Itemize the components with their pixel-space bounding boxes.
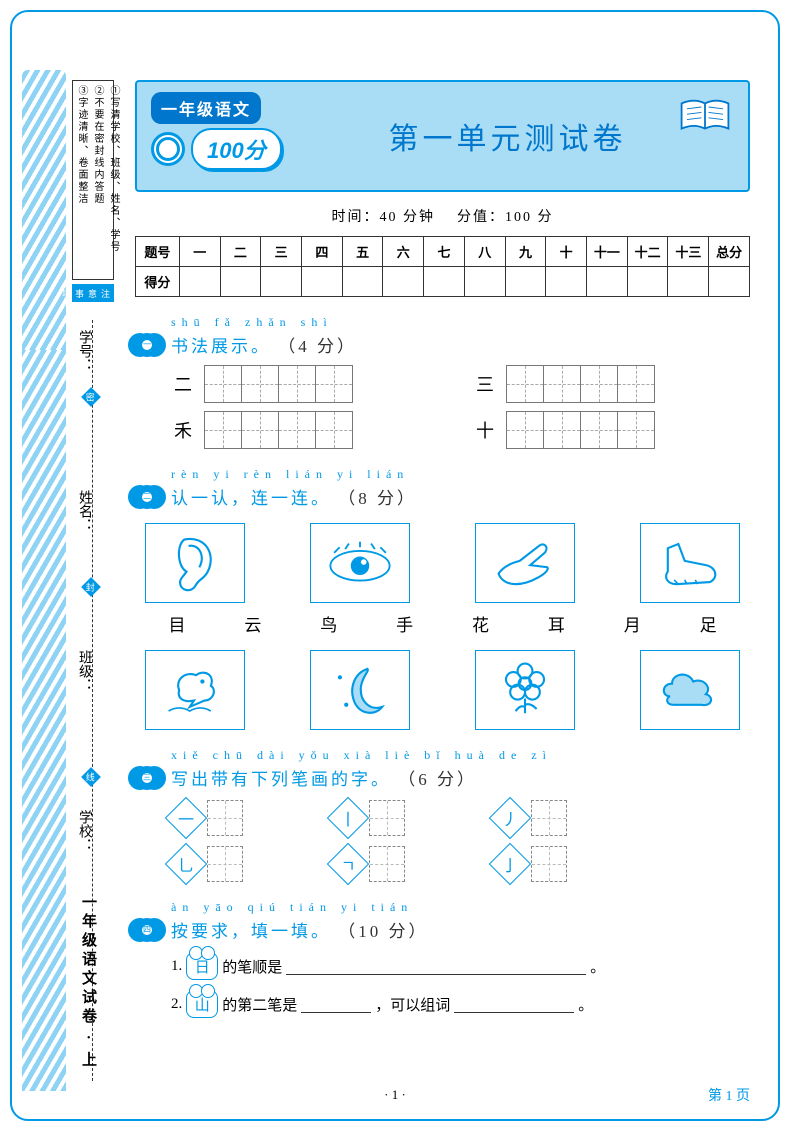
stroke-diamond: 一: [165, 797, 207, 839]
field-school: 学校：: [74, 810, 94, 852]
field-name: 姓名：: [74, 490, 94, 532]
notice-line: ③字迹清晰、卷面整洁: [73, 81, 89, 279]
answer-box[interactable]: [369, 846, 405, 882]
char-bubble: 山: [186, 990, 218, 1018]
picture-card-bird: [145, 650, 245, 730]
footer-center: · 1 ·: [0, 1087, 790, 1103]
question-line: 2. 山 的第二笔是 ，可以组词 。: [171, 990, 750, 1018]
score-bubble: 100分: [191, 128, 282, 170]
lead-char: 三: [473, 371, 497, 397]
notice-box: ③字迹清晰、卷面整洁 ②不要在密封线内答题 ①写清学校、班级、姓名、学号: [72, 80, 114, 280]
picture-card-flower: [475, 650, 575, 730]
section-marker: 二: [135, 485, 159, 509]
section-1: 一 shū fǎ zhǎn shì 书法展示。 （4 分） 二 三 禾 十: [135, 315, 750, 449]
question-line: 1. 日 的笔顺是 。: [171, 952, 750, 980]
book-icon: [678, 96, 732, 136]
notice-line: ②不要在密封线内答题: [89, 81, 105, 279]
stroke-diamond: 乚: [165, 843, 207, 885]
picture-card-moon: [310, 650, 410, 730]
section-title: 认一认，连一连。: [171, 489, 331, 508]
writing-box[interactable]: [204, 365, 242, 403]
answer-blank[interactable]: [286, 957, 586, 975]
section-points: （6 分）: [398, 770, 477, 789]
hatch-pattern: [22, 350, 66, 1091]
section-points: （4 分）: [278, 337, 357, 356]
section-title: 书法展示。: [171, 337, 271, 356]
footer-right: 第 1 页: [708, 1085, 750, 1105]
section-4: 四 àn yāo qiú tián yi tián 按要求，填一填。 （10 分…: [135, 900, 750, 1018]
picture-card-ear: [145, 523, 245, 603]
sidebar: ③字迹清晰、卷面整洁 ②不要在密封线内答题 ①写清学校、班级、姓名、学号 注意事…: [22, 70, 118, 1091]
field-student-id: 学号：: [74, 330, 94, 372]
section-title: 按要求，填一填。: [171, 922, 331, 941]
full-score-label: 分值：100 分: [457, 210, 554, 225]
section-marker: 一: [135, 333, 159, 357]
time-label: 时间：40 分钟: [332, 210, 436, 225]
stroke-diamond: ㄱ: [327, 843, 369, 885]
seal-mark: 线: [81, 767, 101, 787]
meta-line: 时间：40 分钟 分值：100 分: [135, 206, 750, 226]
grade-badge: 一年级语文 100分: [151, 92, 282, 170]
book-title: 一年级语文试卷 · 上: [78, 894, 99, 1071]
lead-char: 二: [171, 371, 195, 397]
picture-card-hand: [475, 523, 575, 603]
pinyin: àn yāo qiú tián yi tián: [171, 900, 429, 915]
section-marker: 四: [135, 918, 159, 942]
answer-box[interactable]: [207, 800, 243, 836]
section-points: （8 分）: [338, 489, 417, 508]
pinyin: shū fǎ zhǎn shì: [171, 315, 357, 330]
hatch-pattern: [22, 70, 66, 350]
section-2: 二 rèn yi rèn lián yi lián 认一认，连一连。 （8 分）…: [135, 467, 750, 730]
header-banner: 一年级语文 100分 第一单元测试卷: [135, 80, 750, 192]
notice-line: ①写清学校、班级、姓名、学号: [105, 81, 121, 279]
table-row: 得分: [136, 267, 750, 297]
section-title: 写出带有下列笔画的字。: [171, 770, 391, 789]
target-icon: [151, 132, 185, 166]
notice-label: 注意事项: [72, 284, 114, 302]
stroke-diamond: 亅: [489, 843, 531, 885]
picture-card-foot: [640, 523, 740, 603]
table-row: 题号 一 二 三 四 五 六 七 八 九 十 十一 十二 十三 总分: [136, 237, 750, 267]
answer-box[interactable]: [207, 846, 243, 882]
stroke-diamond: 丿: [489, 797, 531, 839]
row-head: 得分: [136, 267, 180, 297]
answer-blank[interactable]: [454, 995, 574, 1013]
pinyin: xiě chū dài yǒu xià liè bǐ huà de zì: [171, 748, 552, 763]
lead-char: 禾: [171, 417, 195, 443]
section-3: 三 xiě chū dài yǒu xià liè bǐ huà de zì 写…: [135, 748, 750, 882]
field-class: 班级：: [74, 650, 94, 692]
answer-box[interactable]: [369, 800, 405, 836]
stroke-diamond: 丨: [327, 797, 369, 839]
picture-card-cloud: [640, 650, 740, 730]
pinyin: rèn yi rèn lián yi lián: [171, 467, 417, 482]
lead-char: 十: [473, 417, 497, 443]
row-head: 题号: [136, 237, 180, 267]
char-bubble: 日: [186, 952, 218, 980]
answer-blank[interactable]: [301, 995, 371, 1013]
seal-mark: 密: [81, 387, 101, 407]
main-content: 一年级语文 100分 第一单元测试卷 时间：40 分钟 分值：100 分 题号 …: [135, 80, 750, 1022]
page-title: 第一单元测试卷: [267, 114, 748, 158]
picture-card-eye: [310, 523, 410, 603]
char-row: 目 云 鸟 手 花 耳 月 足: [139, 611, 746, 636]
seal-mark: 封: [81, 577, 101, 597]
section-marker: 三: [135, 766, 159, 790]
grade-label: 一年级语文: [151, 92, 261, 124]
answer-box[interactable]: [531, 846, 567, 882]
section-points: （10 分）: [338, 922, 428, 941]
score-table: 题号 一 二 三 四 五 六 七 八 九 十 十一 十二 十三 总分 得分: [135, 236, 750, 297]
answer-box[interactable]: [531, 800, 567, 836]
